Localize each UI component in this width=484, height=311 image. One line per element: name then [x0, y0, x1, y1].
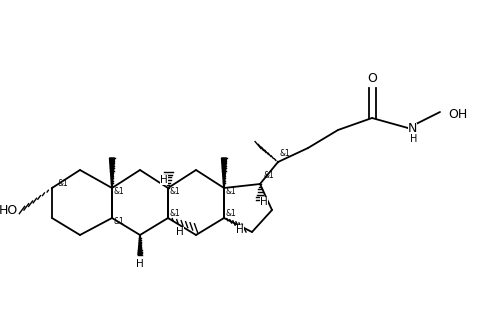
- Text: &1: &1: [226, 188, 237, 197]
- Text: H: H: [236, 225, 244, 235]
- Text: N: N: [408, 123, 417, 136]
- Text: O: O: [367, 72, 377, 85]
- Text: H: H: [136, 259, 144, 269]
- Polygon shape: [138, 235, 142, 255]
- Text: H: H: [160, 175, 168, 185]
- Polygon shape: [109, 158, 115, 188]
- Text: &1: &1: [264, 171, 275, 180]
- Text: &1: &1: [114, 217, 125, 226]
- Polygon shape: [222, 158, 227, 188]
- Text: &1: &1: [226, 210, 237, 219]
- Text: &1: &1: [280, 150, 291, 159]
- Text: &1: &1: [114, 188, 125, 197]
- Text: HO: HO: [0, 203, 18, 216]
- Text: OH: OH: [448, 108, 467, 120]
- Text: &1: &1: [58, 179, 69, 188]
- Text: H: H: [176, 227, 184, 237]
- Text: &1: &1: [170, 210, 181, 219]
- Text: &1: &1: [170, 188, 181, 197]
- Text: H: H: [260, 197, 268, 207]
- Text: H: H: [410, 134, 417, 144]
